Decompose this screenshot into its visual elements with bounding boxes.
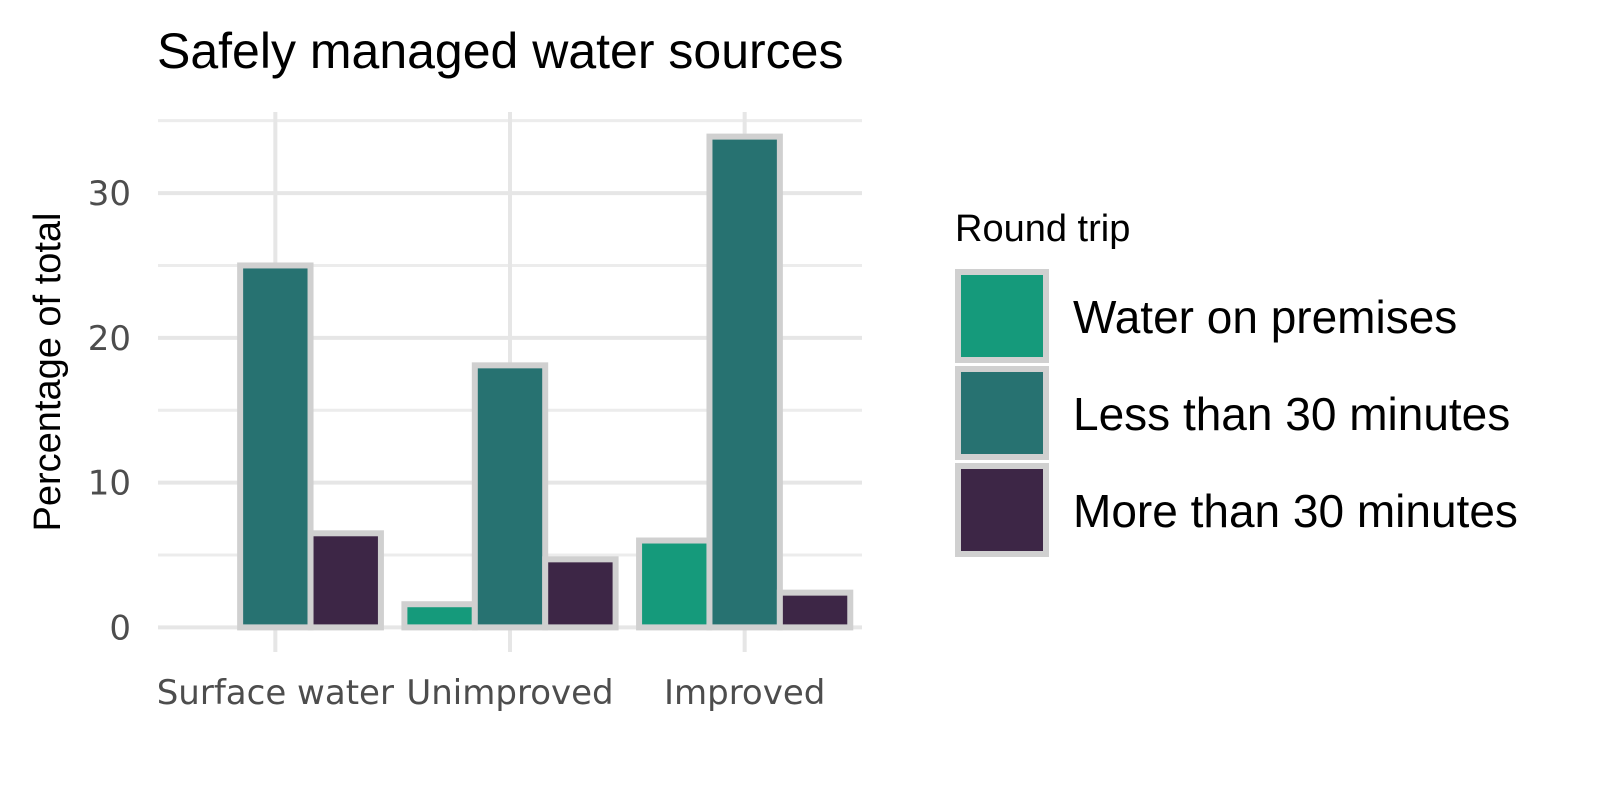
- legend-key: [955, 269, 1049, 363]
- bar-improved-less-than-30-minutes: [706, 133, 783, 631]
- legend-key: [955, 463, 1049, 557]
- bar-unimproved-water-on-premises: [401, 601, 478, 631]
- bar-improved-water-on-premises: [636, 537, 713, 631]
- y-axis-label: Percentage of total: [27, 213, 69, 532]
- y-tick-label: 0: [109, 608, 131, 648]
- bar-unimproved-more-than-30-minutes: [542, 556, 619, 631]
- x-tick-label: Improved: [664, 673, 825, 713]
- y-tick-label: 30: [88, 174, 131, 214]
- legend: Round trip Water on premises Less than 30…: [955, 208, 1518, 557]
- bars: [237, 133, 854, 631]
- bar-improved-more-than-30-minutes: [776, 589, 854, 631]
- x-tick-label: Surface water: [157, 673, 394, 713]
- legend-title: Round trip: [955, 208, 1130, 250]
- legend-key: [955, 366, 1049, 460]
- legend-label: More than 30 minutes: [1073, 485, 1518, 537]
- chart-title: Safely managed water sources: [157, 23, 843, 79]
- x-tick-label: Unimproved: [406, 673, 613, 713]
- bar-surface-water-less-than-30-minutes: [237, 262, 314, 631]
- bar-surface-water-more-than-30-minutes: [307, 530, 384, 631]
- bar-unimproved-less-than-30-minutes: [471, 362, 549, 631]
- legend-label: Water on premises: [1073, 291, 1457, 343]
- y-tick-label: 10: [88, 464, 131, 504]
- y-tick-label: 20: [88, 319, 131, 359]
- y-axis-ticks: 0 10 20 30: [88, 174, 131, 648]
- x-axis-ticks: Surface water Unimproved Improved: [157, 673, 826, 713]
- legend-label: Less than 30 minutes: [1073, 388, 1510, 440]
